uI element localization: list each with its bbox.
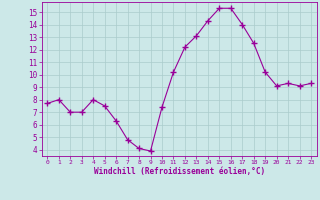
X-axis label: Windchill (Refroidissement éolien,°C): Windchill (Refroidissement éolien,°C) (94, 167, 265, 176)
